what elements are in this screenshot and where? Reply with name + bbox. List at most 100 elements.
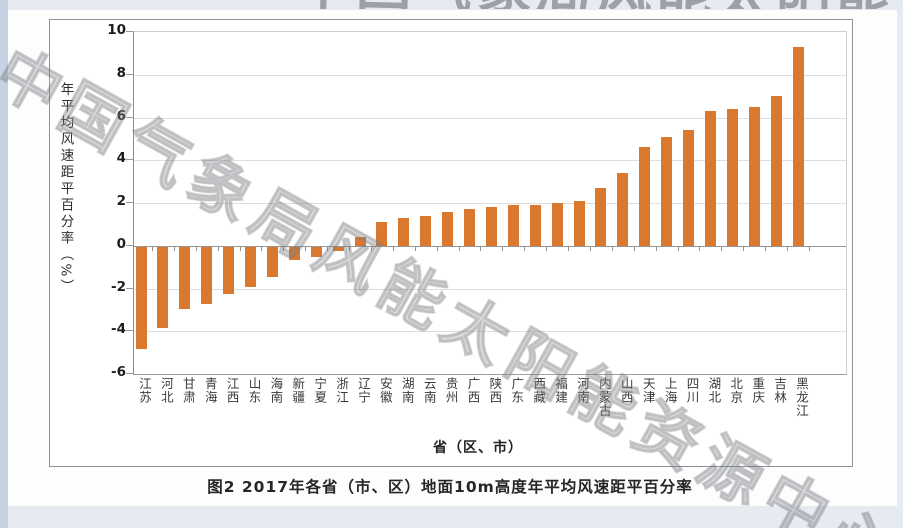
category-label: 甘肃 <box>180 377 196 404</box>
x-tick-mark <box>173 246 175 251</box>
bar-安徽 <box>376 222 388 246</box>
category-label: 重庆 <box>750 377 766 404</box>
category-label: 贵州 <box>443 377 459 404</box>
x-tick-mark <box>787 246 789 251</box>
bar-北京 <box>726 108 738 246</box>
category-label: 云南 <box>421 377 437 404</box>
bar-四川 <box>683 130 694 246</box>
figure-caption: 图2 2017年各省（市、区）地面10m高度年平均风速距平百分率 <box>207 478 693 496</box>
y-tick-mark <box>126 287 134 289</box>
category-label: 北京 <box>728 377 744 404</box>
bar-浙江 <box>332 246 344 252</box>
bar-宁夏 <box>310 246 322 258</box>
y-tick-label: 4 <box>116 150 126 167</box>
category-label: 安徽 <box>377 377 393 404</box>
x-tick-mark <box>568 246 570 251</box>
category-label: 广西 <box>465 377 481 404</box>
x-tick-mark <box>458 246 460 251</box>
x-tick-mark <box>546 246 548 251</box>
x-tick-mark <box>283 246 285 251</box>
x-tick-mark <box>261 246 263 251</box>
category-label: 河南 <box>575 377 590 404</box>
y-tick-mark <box>126 330 134 332</box>
category-label: 四川 <box>684 377 700 404</box>
category-label: 浙江 <box>334 377 350 404</box>
x-tick-mark <box>524 246 526 251</box>
y-tick-label: -6 <box>111 364 126 380</box>
bar-内蒙古 <box>595 188 607 246</box>
x-tick-mark <box>370 246 372 251</box>
category-label: 福建 <box>553 377 569 404</box>
category-label: 广东 <box>509 377 525 404</box>
bar-上海 <box>661 136 673 246</box>
x-tick-mark <box>480 246 482 251</box>
x-tick-mark <box>239 246 241 251</box>
bar-山西 <box>617 173 629 246</box>
x-tick-mark <box>699 246 701 251</box>
bar-福建 <box>551 203 563 246</box>
bar-重庆 <box>748 106 760 246</box>
watermark-top-fragment-clip: 中国气象局风能太阳能资源中心 <box>0 0 903 9</box>
category-label: 吉林 <box>772 377 788 404</box>
left-margin-strip <box>0 0 8 528</box>
x-tick-mark <box>327 246 329 251</box>
bar-海南 <box>266 246 278 277</box>
y-tick-label: -4 <box>111 321 126 338</box>
x-tick-mark <box>502 246 504 251</box>
x-tick-mark <box>305 246 307 251</box>
y-axis-title: 年平均风速距平百分率（%） <box>57 82 74 296</box>
x-tick-mark <box>743 246 745 251</box>
category-label: 河北 <box>158 377 174 404</box>
bar-辽宁 <box>354 237 366 246</box>
bar-黑龙江 <box>792 46 804 246</box>
x-tick-mark <box>633 246 635 251</box>
y-tick-label: 8 <box>116 64 126 81</box>
bar-甘肃 <box>179 246 191 309</box>
y-tick-label: 6 <box>116 107 126 124</box>
x-tick-mark <box>677 246 679 251</box>
category-label: 山西 <box>618 377 634 404</box>
y-tick-mark <box>126 244 134 246</box>
bar-吉林 <box>770 96 782 246</box>
category-label: 湖北 <box>706 377 722 404</box>
bar-广西 <box>464 209 475 246</box>
category-label: 西藏 <box>531 377 547 404</box>
category-label: 湖南 <box>399 377 415 404</box>
bar-西藏 <box>529 205 541 246</box>
category-label: 辽宁 <box>356 377 371 404</box>
bar-湖北 <box>704 111 716 246</box>
category-label: 内蒙古 <box>596 377 612 418</box>
bar-天津 <box>639 147 651 246</box>
bar-贵州 <box>442 211 454 246</box>
x-tick-mark <box>721 246 723 251</box>
y-tick-mark <box>126 73 134 75</box>
category-label: 天津 <box>640 377 656 404</box>
gridline <box>134 288 846 290</box>
category-label: 新疆 <box>290 377 306 404</box>
y-tick-mark <box>126 31 134 32</box>
bar-江西 <box>223 246 235 294</box>
plot-area <box>133 31 847 375</box>
x-tick-mark <box>765 246 767 251</box>
category-label: 海南 <box>268 377 284 404</box>
gridline <box>134 331 846 333</box>
y-tick-label: 0 <box>116 235 126 252</box>
y-tick-mark <box>126 159 134 161</box>
category-label: 陕西 <box>487 377 503 404</box>
x-tick-mark <box>217 246 219 251</box>
category-label: 宁夏 <box>312 377 328 404</box>
watermark-top-fragment: 中国气象局风能太阳能资源中心 <box>295 0 903 9</box>
x-tick-mark <box>195 246 197 251</box>
category-label: 江苏 <box>137 377 152 404</box>
x-tick-mark <box>436 246 438 251</box>
y-tick-mark <box>126 373 134 374</box>
bar-青海 <box>201 246 213 305</box>
y-tick-label: 2 <box>116 193 126 209</box>
gridline <box>134 203 846 204</box>
bar-河南 <box>573 200 585 246</box>
x-tick-mark <box>655 246 657 251</box>
bar-山东 <box>245 246 256 288</box>
bar-河北 <box>157 246 169 328</box>
x-tick-mark <box>611 246 613 251</box>
